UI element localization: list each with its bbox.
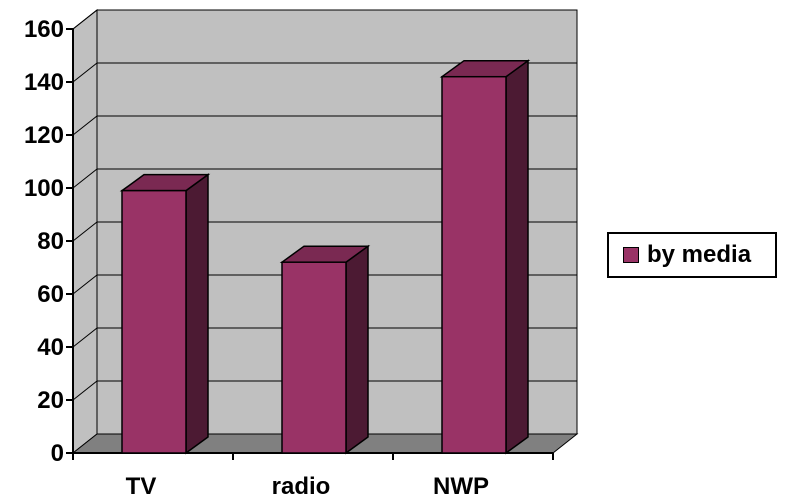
legend-label: by media — [647, 241, 752, 268]
gridline — [72, 327, 577, 348]
y-tick-label: 80 — [37, 228, 64, 255]
x-tick-label: NWP — [433, 473, 489, 500]
gridline — [72, 274, 577, 295]
bar-side-face — [185, 173, 209, 455]
legend: by media — [607, 232, 777, 278]
y-tick-label: 40 — [37, 334, 64, 361]
gridline — [72, 168, 577, 189]
bar-side-face — [505, 59, 529, 455]
y-tick-labels: 0 20 40 60 80 100 120 140 160 — [24, 16, 73, 467]
bar-side-face — [345, 244, 369, 455]
gridline — [72, 62, 577, 83]
x-tick-label: TV — [126, 473, 157, 500]
x-tick-labels: TV radio NWP — [72, 453, 554, 500]
bar-nwp — [439, 59, 531, 455]
y-tick-label: 20 — [37, 387, 64, 414]
gridlines — [72, 9, 577, 401]
y-tick-label: 120 — [24, 122, 64, 149]
y-tick-label: 100 — [24, 175, 64, 202]
gridline — [72, 9, 577, 30]
y-tick-label: 60 — [37, 281, 64, 308]
gridline — [72, 380, 577, 401]
y-tick-label: 140 — [24, 69, 64, 96]
bar-front-face — [441, 75, 507, 454]
bar-radio — [279, 244, 371, 455]
y-tick-label: 160 — [24, 16, 64, 43]
bar-front-face — [281, 261, 347, 454]
y-tick-label: 0 — [51, 440, 64, 467]
bar-tv — [119, 173, 211, 455]
gridline — [72, 221, 577, 242]
legend-swatch — [623, 247, 639, 263]
gridline — [72, 115, 577, 136]
bars — [119, 59, 531, 455]
x-tick-label: radio — [272, 473, 331, 500]
bar-front-face — [121, 189, 187, 454]
